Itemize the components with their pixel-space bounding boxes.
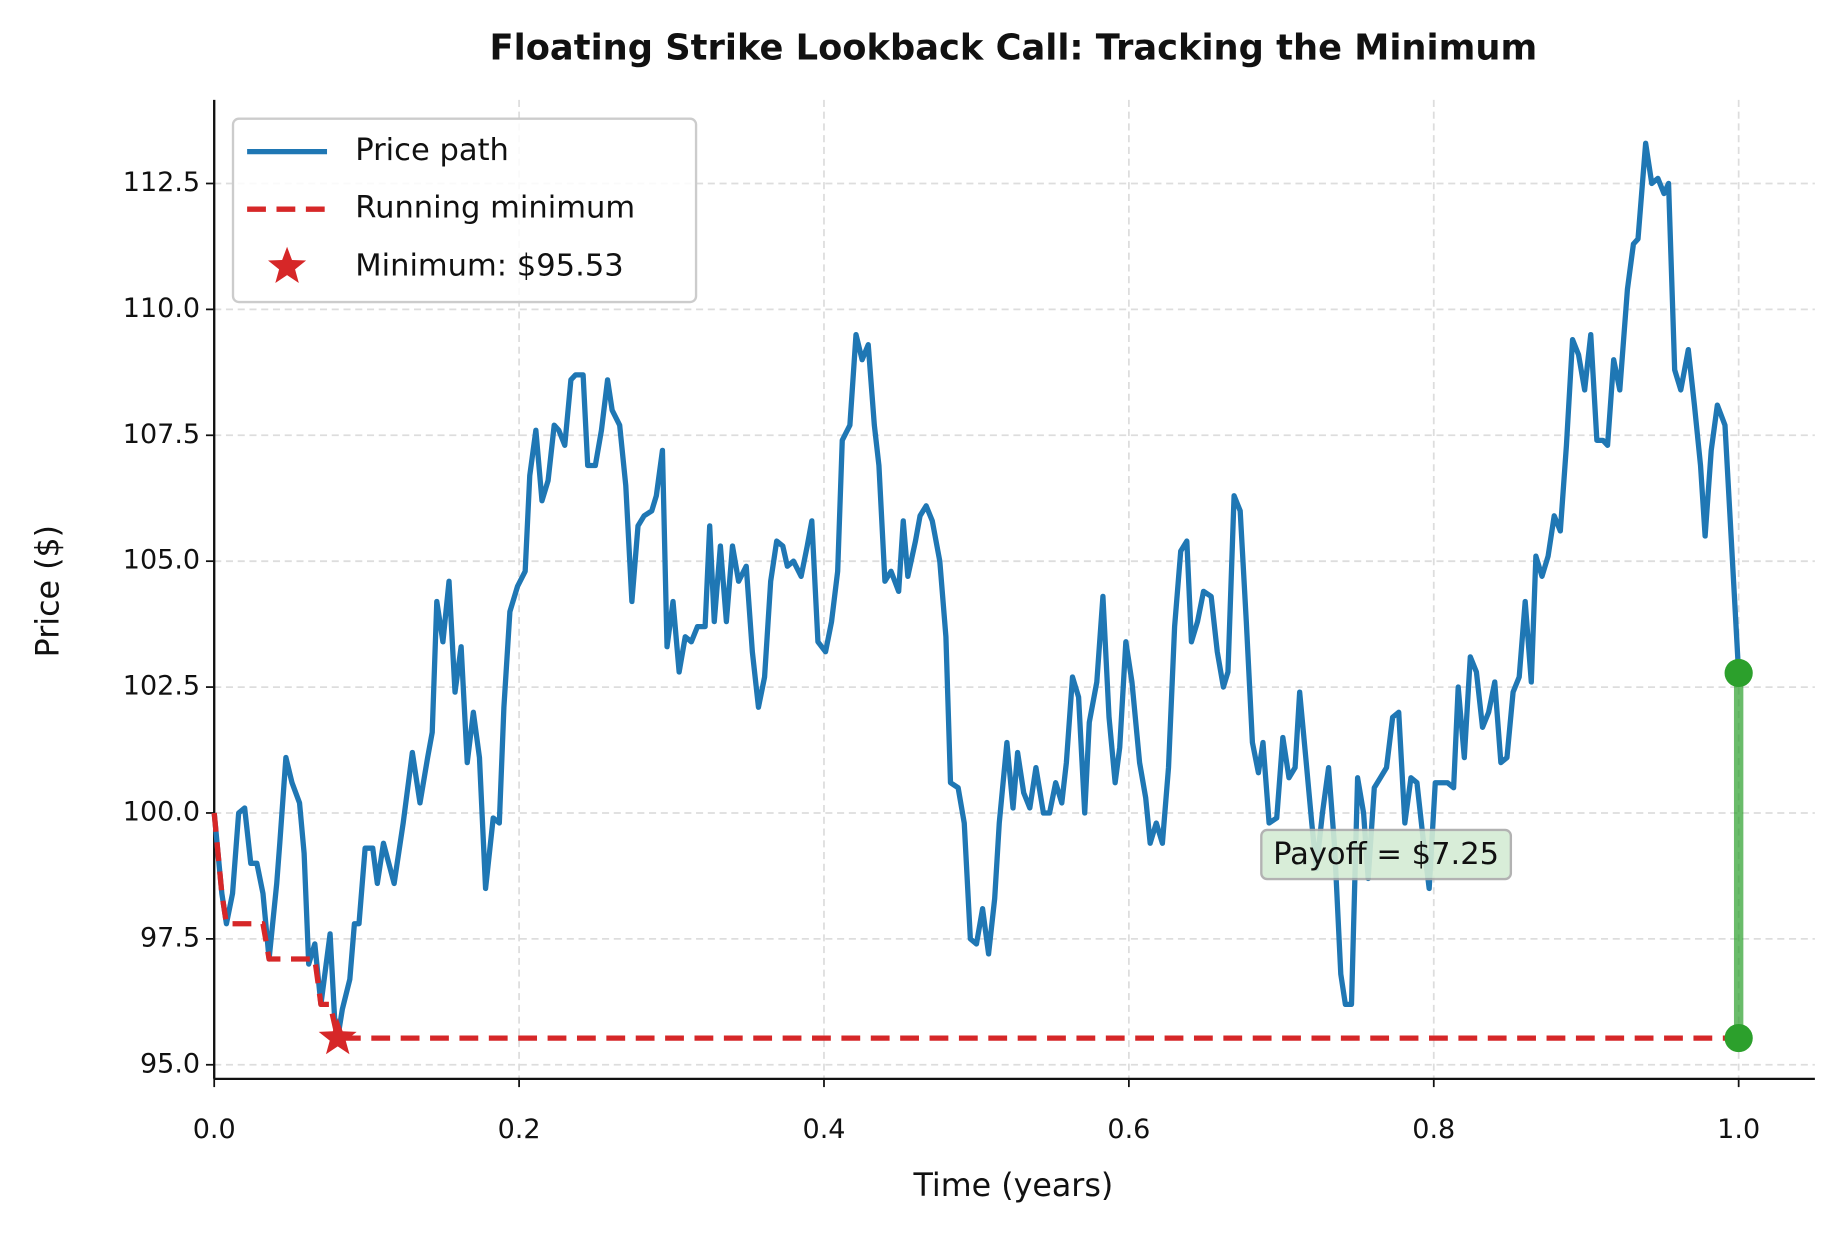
legend-label: Running minimum xyxy=(355,191,635,226)
x-tick-label: 0.2 xyxy=(498,1114,541,1145)
legend-label: Price path xyxy=(355,133,509,168)
payoff-point xyxy=(1724,1023,1753,1053)
legend-box xyxy=(231,117,698,304)
y-axis-label: Price ($) xyxy=(31,525,67,657)
chart-title: Floating Strike Lookback Call: Tracking … xyxy=(490,27,1538,68)
minimum-marker xyxy=(318,1018,357,1055)
y-tick-label: 110.0 xyxy=(123,293,200,324)
payoff-label: Payoff = $7.25 xyxy=(1273,837,1499,872)
y-tick-label: 112.5 xyxy=(123,167,200,198)
legend-label: Minimum: $95.53 xyxy=(355,248,623,283)
legend-swatch xyxy=(268,246,307,283)
x-tick-label: 0.8 xyxy=(1412,1114,1455,1145)
x-tick-label: 1.0 xyxy=(1717,1114,1760,1145)
y-tick-label: 100.0 xyxy=(123,796,200,827)
y-tick-label: 97.5 xyxy=(140,922,200,953)
y-tick-label: 102.5 xyxy=(123,671,200,702)
series-line xyxy=(211,140,1742,1041)
annotation-box xyxy=(1260,828,1513,881)
y-tick-label: 105.0 xyxy=(123,545,200,576)
payoff-point xyxy=(1724,658,1753,688)
y-tick-label: 107.5 xyxy=(123,419,200,450)
y-tick-label: 95.0 xyxy=(140,1048,200,1079)
x-tick-label: 0.4 xyxy=(803,1114,846,1145)
x-tick-label: 0.0 xyxy=(193,1114,236,1145)
series-line xyxy=(211,812,1739,1041)
x-tick-label: 0.6 xyxy=(1107,1114,1150,1145)
x-axis-label: Time (years) xyxy=(912,1168,1113,1204)
legend: Price path Running minimum Minimum: $95.53 xyxy=(231,117,698,304)
